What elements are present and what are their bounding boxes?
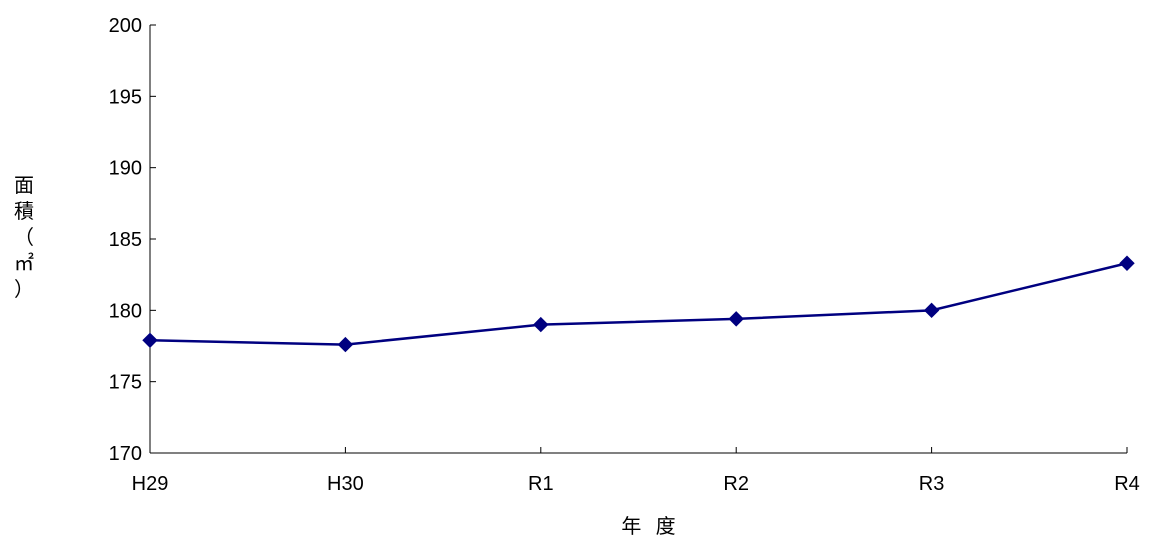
data-point-marker [533, 316, 549, 333]
x-tick-label: R2 [723, 473, 749, 495]
y-axis-title: 面積（㎡） [14, 173, 34, 301]
x-tick-label: R1 [528, 473, 554, 495]
y-axis-title-char: 面 [14, 173, 34, 197]
series-layer [142, 255, 1135, 353]
y-tick-label: 195 [109, 86, 142, 108]
data-point-marker [923, 302, 940, 319]
y-tick-label: 200 [109, 15, 142, 37]
x-tick-group: H29 H30 R1 R2 R3 R4 [132, 447, 1140, 495]
data-point-marker [337, 336, 354, 353]
y-tick-label: 190 [109, 158, 142, 180]
y-tick-label: 180 [109, 300, 142, 322]
data-point-marker [728, 311, 744, 327]
y-axis-title-char: （ [14, 225, 34, 249]
series-line [149, 262, 1128, 346]
y-tick-label: 185 [109, 229, 142, 251]
y-tick-label: 170 [109, 443, 142, 465]
x-tick-label: H30 [327, 473, 364, 495]
y-tick-label: 175 [109, 372, 142, 394]
data-point-marker [1119, 255, 1135, 271]
x-axis-title: 年 度 [621, 514, 679, 538]
data-point-marker [142, 332, 158, 349]
x-tick-label: R3 [919, 473, 945, 495]
y-axis-title-char: ） [14, 277, 34, 301]
y-tick-group: 170 175 180 185 190 195 200 [109, 15, 156, 465]
x-tick-label: R4 [1114, 473, 1140, 495]
y-axis-title-char: 積 [14, 199, 34, 223]
y-axis-title-char: ㎡ [14, 251, 34, 275]
x-tick-label: H29 [132, 473, 169, 495]
